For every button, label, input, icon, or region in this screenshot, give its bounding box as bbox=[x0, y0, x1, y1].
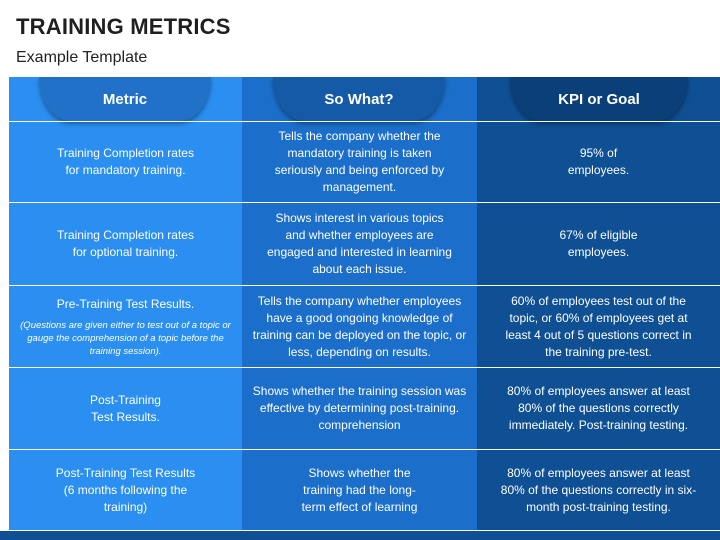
row-divider bbox=[9, 285, 720, 286]
table-row-1-so-what: Tells the company whether the mandatory … bbox=[242, 122, 477, 202]
table-row-5-kpi: 80% of employees answer at least 80% of … bbox=[477, 450, 720, 530]
cell-text: Tells the company whether the mandatory … bbox=[274, 129, 445, 194]
row-divider bbox=[9, 367, 720, 368]
page-title: TRAINING METRICS bbox=[16, 14, 231, 39]
metrics-table: Metric So What? KPI or Goal Training Com… bbox=[9, 77, 720, 530]
row-divider bbox=[9, 449, 720, 450]
table-row-1-kpi: 95% of employees. bbox=[477, 122, 720, 202]
table-row-5-so-what: Shows whether the training had the long-… bbox=[242, 450, 477, 530]
header-metric: Metric bbox=[39, 77, 211, 121]
table-row-2-metric: Training Completion rates for optional t… bbox=[9, 203, 242, 285]
table-row-2-kpi: 67% of eligible employees. bbox=[477, 203, 720, 285]
cell-text: Shows interest in various topics and whe… bbox=[267, 211, 452, 276]
table-row-1-metric: Training Completion rates for mandatory … bbox=[9, 122, 242, 202]
cell-text: Post-Training Test Results. bbox=[90, 392, 161, 424]
cell-text: 80% of employees answer at least 80% of … bbox=[507, 384, 690, 432]
table-row-4-kpi: 80% of employees answer at least 80% of … bbox=[477, 368, 720, 449]
metric-column bbox=[9, 77, 242, 530]
table-row-3-kpi: 60% of employees test out of the topic, … bbox=[477, 286, 720, 367]
table-row-3-so-what: Tells the company whether employees have… bbox=[242, 286, 477, 367]
row-divider bbox=[9, 121, 720, 122]
metric-note: (Questions are given either to test out … bbox=[20, 319, 231, 357]
cell-text: Training Completion rates for mandatory … bbox=[57, 146, 194, 177]
cell-text: 60% of employees test out of the topic, … bbox=[505, 293, 692, 359]
cell-text: Shows whether the training had the long-… bbox=[301, 465, 418, 514]
cell-text: Pre-Training Test Results. bbox=[56, 296, 195, 311]
table-row-4-metric: Post-Training Test Results. bbox=[9, 368, 242, 449]
table-row-5-metric: Post-Training Test Results (6 months fol… bbox=[9, 450, 242, 530]
cell-text: Training Completion rates for optional t… bbox=[57, 228, 194, 259]
table-row-4-so-what: Shows whether the training session was e… bbox=[242, 368, 477, 449]
page-subtitle: Example Template bbox=[16, 49, 148, 66]
header-so-what: So What? bbox=[273, 77, 445, 121]
so-what-column bbox=[242, 77, 477, 530]
header-kpi: KPI or Goal bbox=[510, 77, 688, 121]
cell-text: 80% of employees answer at least 80% of … bbox=[500, 465, 697, 514]
cell-text: Post-Training Test Results (6 months fol… bbox=[55, 465, 196, 514]
kpi-column bbox=[477, 77, 720, 530]
row-divider bbox=[9, 202, 720, 203]
cell-text: 95% of employees. bbox=[567, 146, 630, 177]
table-row-2-so-what: Shows interest in various topics and whe… bbox=[242, 203, 477, 285]
cell-text: Tells the company whether employees have… bbox=[252, 293, 467, 359]
cell-text: Shows whether the training session was e… bbox=[252, 384, 467, 432]
table-row-3-metric: Pre-Training Test Results. (Questions ar… bbox=[9, 286, 242, 367]
cell-text: 67% of eligible employees. bbox=[559, 228, 638, 259]
footer-bar bbox=[0, 531, 720, 540]
